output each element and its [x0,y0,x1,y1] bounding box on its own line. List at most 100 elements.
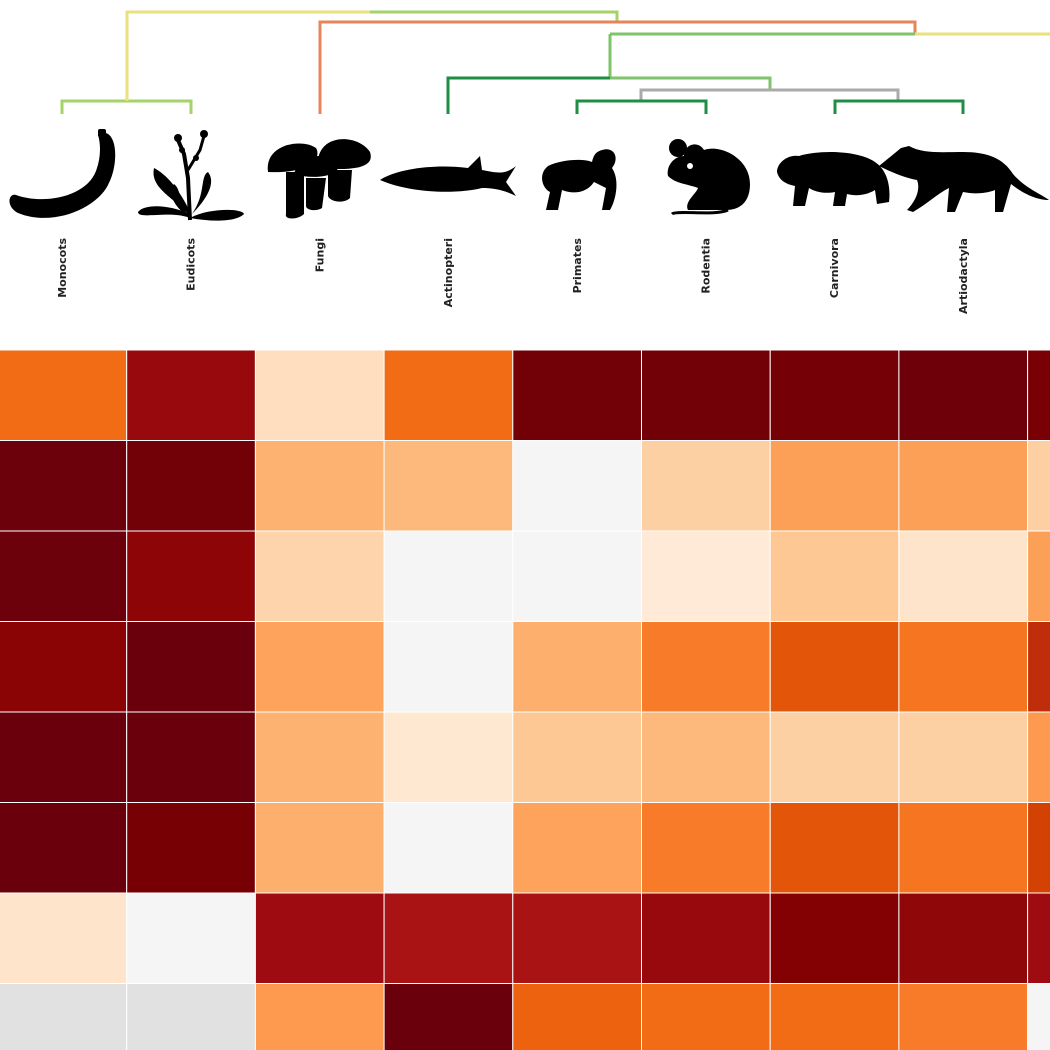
mushroom-icon [267,139,371,219]
heatmap-cell [0,349,128,441]
heatmap-cell [254,711,385,803]
heatmap-cell [0,802,128,894]
heatmap-cell [0,892,128,984]
heatmap-cell [1027,892,1050,984]
dendrogram-branch [575,99,708,114]
heatmap-cell [898,983,1029,1050]
column-label-carnivora: Carnivora [828,238,841,298]
heatmap-cell [383,892,514,984]
heatmap-cells [0,349,1050,1050]
heatmap-cell [1027,440,1050,532]
heatmap-cell [1027,621,1050,713]
heatmap-cell [641,711,771,803]
banana-icon [9,129,116,218]
heatmap-cell [898,802,1029,894]
taxon-icons [9,129,1049,221]
dendrogram [60,10,1050,114]
heatmap-cell [254,621,385,713]
heatmap-cell [898,621,1029,713]
heatmap-cell [254,530,385,622]
dendrogram-branch [639,88,900,101]
thylacine-icon [879,146,1049,212]
column-label-primates: Primates [571,238,584,294]
heatmap-cell [641,530,771,622]
heatmap-cell [0,711,128,803]
column-label-fungi: Fungi [313,238,326,272]
heatmap-cell [126,621,256,713]
heatmap-cell [1027,983,1050,1050]
heatmap-cell [126,711,256,803]
heatmap-cell [641,349,771,441]
heatmap-cell [769,711,900,803]
heatmap-cell [641,983,771,1050]
heatmap-cell [0,530,128,622]
heatmap-cell [383,530,514,622]
taxon-labels: Monocots Eudicots Fungi Actinopteri Primates… [56,238,970,314]
heatmap-cell [769,892,900,984]
heatmap-cell [126,802,256,894]
heatmap-cell [254,802,385,894]
heatmap-cell [769,621,900,713]
heatmap-cell [769,440,900,532]
heatmap-cell [512,711,642,803]
heatmap-cell [898,530,1029,622]
column-label-actinopteri: Actinopteri [442,238,455,307]
heatmap-cell [383,983,514,1050]
heatmap-cell [126,530,256,622]
heatmap-cell [126,440,256,532]
heatmap-cell [126,983,256,1050]
heatmap-cell [512,530,642,622]
heatmap-cell [254,440,385,532]
heatmap-cell [898,892,1029,984]
fish-icon [380,156,516,196]
column-label-rodentia: Rodentia [700,238,713,294]
heatmap-cell [254,983,385,1050]
dendrogram-branch [60,99,193,114]
heatmap-cell [512,892,642,984]
heatmap-cell [512,802,642,894]
dendrogram-branch [125,10,617,101]
heatmap-cell [1027,530,1050,622]
dendrogram-branch [318,20,917,114]
heatmap-cell [641,440,771,532]
heatmap-cell [641,621,771,713]
heatmap-cell [383,440,514,532]
heatmap-cell [512,983,642,1050]
heatmap-cell [383,802,514,894]
column-label-artiodactyla: Artiodactyla [957,238,970,314]
mouse-icon [667,139,750,216]
heatmap-cell [641,892,771,984]
heatmap-cell [769,802,900,894]
chimpanzee-icon [542,149,617,210]
heatmap-cell [383,711,514,803]
dendrogram-branch [610,76,772,90]
heatmap-cell [1027,711,1050,803]
heatmap-cell [512,349,642,441]
heatmap-cell [769,349,900,441]
heatmap-cell [769,530,900,622]
dendrogram-branch [833,99,965,114]
heatmap-cell [126,892,256,984]
heatmap-cell [254,892,385,984]
heatmap-cell [512,440,642,532]
dendrogram-branch [446,76,610,114]
column-label-monocots: Monocots [56,238,69,298]
heatmap-cell [383,621,514,713]
heatmap-cell [0,440,128,532]
heatmap-cell [1027,349,1050,441]
heatmap-cell [126,349,256,441]
heatmap-cell [898,440,1029,532]
heatmap-cell [1027,802,1050,894]
heatmap-cell [0,621,128,713]
dendrogram-branch [370,10,619,22]
heatmap-cell [898,711,1029,803]
heatmap-cell [0,983,128,1050]
column-label-eudicots: Eudicots [185,238,198,291]
heatmap-cell [769,983,900,1050]
heatmap-cell [898,349,1029,441]
bear-icon [777,152,890,206]
heatmap-cell [641,802,771,894]
heatmap-cell [512,621,642,713]
heatmap-cell [383,349,514,441]
